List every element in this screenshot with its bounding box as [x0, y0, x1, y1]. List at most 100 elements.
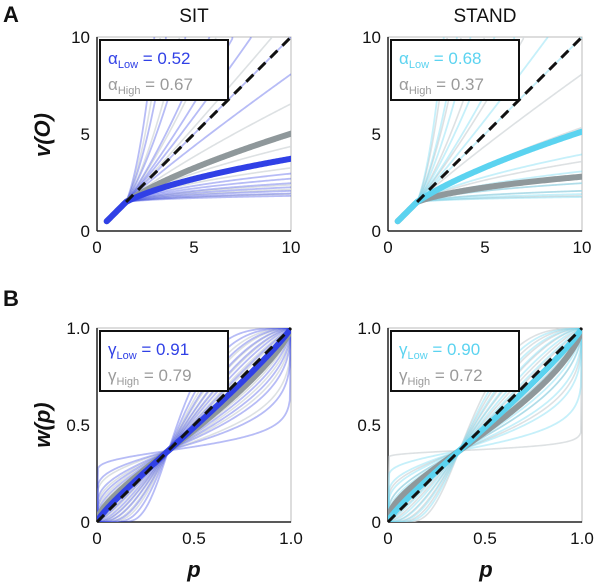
high-group-curve: [394, 173, 582, 225]
identity-line: [95, 326, 293, 524]
panel-label-b: B: [3, 286, 19, 311]
subject-curve: [397, 37, 445, 222]
background-subject-curve: [97, 328, 291, 522]
background-subject-curve: [388, 328, 582, 522]
y-axis-label-bottom: w(p): [30, 402, 55, 447]
background-subject-curve: [388, 328, 582, 522]
subject-curve: [97, 328, 291, 522]
low-group-curve: [394, 128, 582, 225]
panel-title: STAND: [454, 6, 517, 27]
subject-curve: [106, 192, 291, 222]
curve-group: [388, 328, 582, 522]
x-tick-label: 0: [92, 238, 101, 257]
subject-curve: [97, 328, 291, 522]
identity-line: [125, 35, 293, 203]
subject-curve: [388, 328, 582, 522]
x-tick-label: 0: [383, 238, 392, 257]
subject-curve: [388, 328, 582, 522]
background-subject-curve: [397, 37, 449, 222]
y-tick-label: 10: [362, 28, 381, 47]
legend: αLow = 0.52 αHigh = 0.67: [99, 39, 229, 101]
y-tick-label: 0: [372, 513, 381, 532]
legend-entry-low: γLow = 0.91: [108, 340, 189, 362]
subject-curve: [388, 328, 582, 522]
chart-panel-3: 0 0.5 1.0 0.5 1.0 0 γLow = 0.91 γHigh = 0.79: [66, 319, 302, 548]
background-subject-curve: [388, 328, 582, 522]
y-tick-label: 0: [372, 222, 381, 241]
subject-curve: [97, 328, 291, 522]
background-subject-curve: [97, 328, 291, 522]
y-tick-label: 0.5: [357, 416, 381, 435]
y-tick-label: 0: [81, 513, 90, 532]
legend: γLow = 0.90 γHigh = 0.72: [390, 330, 520, 392]
x-tick-label: 5: [189, 238, 198, 257]
legend-entry-low: αLow = 0.52: [108, 49, 190, 71]
background-subject-curve: [97, 328, 291, 522]
background-subject-curve: [106, 37, 181, 222]
panel-label-a: A: [3, 2, 19, 27]
legend: αLow = 0.68 αHigh = 0.37: [390, 39, 520, 101]
subject-curve: [97, 328, 291, 522]
subject-curve: [106, 37, 167, 222]
legend-entry-high: αHigh = 0.37: [399, 75, 484, 97]
background-subject-curve: [97, 328, 291, 522]
legend-box: [390, 39, 520, 101]
y-tick-label: 0: [81, 222, 90, 241]
x-tick-label: 1.0: [279, 529, 303, 548]
y-tick-label: 1.0: [357, 319, 381, 338]
chart-panel-4: 0 0.5 1.0 0.5 1.0 0 γLow = 0.90 γHigh = 0.72: [357, 319, 593, 548]
subject-curve: [388, 328, 582, 522]
legend-entry-high: γHigh = 0.79: [108, 366, 192, 388]
legend-box: [99, 330, 229, 392]
background-subject-curve: [388, 328, 582, 522]
x-tick-label: 10: [573, 238, 592, 257]
chart-panel-2: 0 5 10 5 10 0 STAND αLow = 0.68 αHigh = 0.37: [362, 6, 591, 257]
background-subject-curve: [397, 37, 462, 222]
identity-line: [386, 326, 584, 524]
legend-box: [390, 330, 520, 392]
low-group-curve: [97, 328, 291, 522]
identity-line: [416, 35, 584, 203]
x-tick-label: 5: [480, 238, 489, 257]
subject-curve: [388, 328, 582, 522]
subject-curve: [97, 328, 291, 522]
y-axis-label-top: v(O): [30, 113, 55, 157]
subject-curve: [388, 328, 582, 522]
subject-curve: [97, 328, 291, 522]
background-subject-curve: [97, 328, 291, 522]
legend-entry-low: αLow = 0.68: [399, 49, 481, 71]
legend-box: [99, 39, 229, 101]
legend: γLow = 0.91 γHigh = 0.79: [99, 330, 229, 392]
subject-curve: [97, 328, 291, 522]
x-tick-label: 1.0: [570, 529, 594, 548]
legend-entry-high: αHigh = 0.67: [108, 75, 193, 97]
background-subject-curve: [97, 328, 291, 522]
legend-entry-high: γHigh = 0.72: [399, 366, 483, 388]
low-group-curve: [388, 328, 582, 522]
x-tick-label: 0: [383, 529, 392, 548]
subject-curve: [97, 328, 291, 522]
background-subject-curve: [388, 328, 582, 522]
background-subject-curve: [106, 37, 273, 222]
subject-curve: [106, 194, 291, 222]
x-tick-label: 0.5: [473, 529, 497, 548]
y-tick-label: 10: [71, 28, 90, 47]
y-tick-label: 1.0: [66, 319, 90, 338]
background-subject-curve: [97, 328, 291, 522]
y-tick-label: 0.5: [66, 416, 90, 435]
x-axis-label-right: p: [478, 557, 492, 582]
background-subject-curve: [97, 328, 291, 522]
subject-curve: [97, 328, 291, 522]
panel-title: SIT: [179, 6, 209, 27]
subject-curve: [106, 189, 291, 222]
x-axis-label-left: p: [186, 557, 200, 582]
background-subject-curve: [397, 37, 486, 222]
y-tick-label: 5: [372, 125, 381, 144]
background-subject-curve: [106, 37, 161, 222]
subject-curve: [97, 328, 291, 522]
subject-curve: [397, 37, 472, 222]
x-tick-label: 0: [92, 529, 101, 548]
chart-panel-1: 0 5 10 5 10 0 SIT αLow = 0.52 αHigh = 0.67: [71, 6, 300, 257]
x-tick-label: 10: [282, 238, 301, 257]
